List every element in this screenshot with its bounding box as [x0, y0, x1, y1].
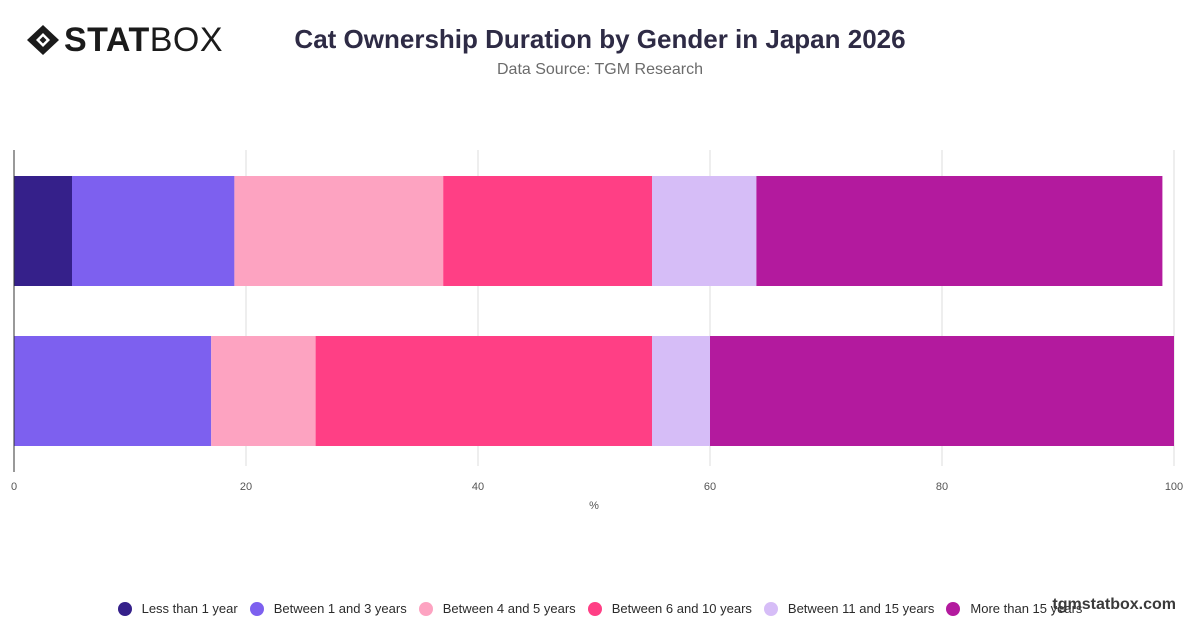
x-axis-label: % [589, 500, 599, 512]
bar-segment [72, 176, 235, 286]
bar-segment [710, 336, 1174, 446]
legend-swatch [249, 601, 264, 616]
x-tick-label: 80 [936, 481, 948, 493]
chart-legend: Less than 1 year Between 1 and 3 years Bet… [0, 601, 1200, 616]
legend-label: More than 15 years [970, 601, 1083, 616]
bar-segment [652, 176, 757, 286]
logo-text: STATBOX [64, 21, 224, 59]
legend-swatch [763, 601, 778, 616]
bar-segment [756, 176, 1163, 286]
logo-text-regular: BOX [149, 21, 224, 59]
watermark: tgmstatbox.com [1052, 596, 1176, 613]
bar-segment [315, 336, 652, 446]
legend-label: Less than 1 year [141, 601, 238, 616]
x-tick-label: 60 [704, 481, 716, 493]
x-tick-label: 20 [240, 481, 252, 493]
legend-swatch [587, 601, 602, 616]
legend-label: Between 6 and 10 years [611, 601, 752, 616]
statbox-logo: STATBOX [26, 21, 224, 59]
bar-segment [234, 176, 444, 286]
legend-item[interactable]: Between 1 and 3 years [249, 601, 407, 616]
legend-swatch [117, 601, 132, 616]
bar-segment [652, 336, 710, 446]
bar-segment [14, 336, 212, 446]
logo-text-bold: STAT [64, 21, 150, 59]
legend-item[interactable]: More than 15 years [946, 601, 1082, 616]
statbox-diamond-icon [27, 25, 59, 55]
legend-swatch [418, 601, 433, 616]
bar-segment [211, 336, 316, 446]
bar-segment [14, 176, 72, 286]
x-tick-label: 0 [11, 481, 17, 493]
legend-item[interactable]: Between 4 and 5 years [418, 601, 576, 616]
x-tick-label: 40 [472, 481, 484, 493]
x-tick-label: 100 [1165, 481, 1183, 493]
legend-label: Between 1 and 3 years [273, 601, 407, 616]
chart-title: Cat Ownership Duration by Gender in Japa… [294, 24, 906, 54]
legend-item[interactable]: Less than 1 year [117, 601, 238, 616]
chart-subtitle: Data Source: TGM Research [496, 61, 703, 78]
bar-segment [443, 176, 652, 286]
legend-swatch [946, 601, 961, 616]
legend-label: Between 11 and 15 years [787, 601, 935, 616]
legend-label: Between 4 and 5 years [442, 601, 576, 616]
legend-item[interactable]: Between 6 and 10 years [587, 601, 752, 616]
legend-item[interactable]: Between 11 and 15 years [763, 601, 935, 616]
